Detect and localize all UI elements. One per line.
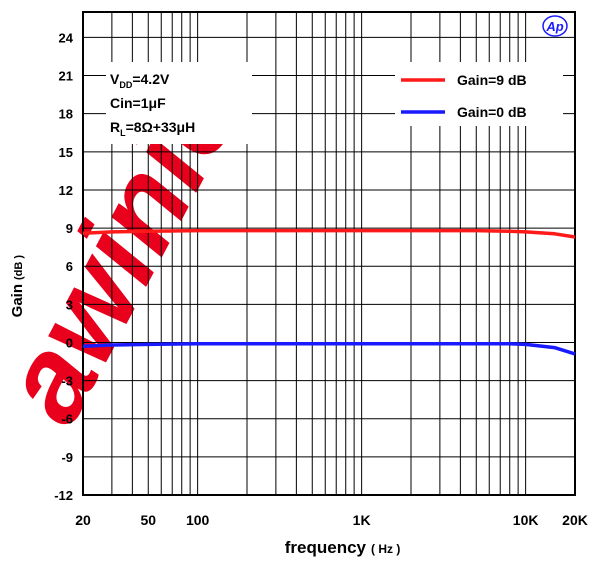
y-tick-label: 0 xyxy=(66,335,73,350)
series-line xyxy=(82,341,576,356)
x-tick-label: 1K xyxy=(353,512,371,528)
y-tick-label: -6 xyxy=(61,412,73,427)
x-axis-label: frequency xyxy=(285,538,367,557)
y-tick-label: 3 xyxy=(66,297,73,312)
conditions-annotation: VDD=4.2V Cin=1μF RL=8Ω+33μH xyxy=(106,62,252,144)
y-axis-unit: (dB ) xyxy=(13,255,25,280)
x-axis-unit: ( Hz ) xyxy=(371,542,400,556)
series-layer xyxy=(82,228,576,356)
x-tick-label: 20K xyxy=(562,512,588,528)
legend: Gain=9 dB Gain=0 dB xyxy=(395,62,563,126)
y-tick-label: 18 xyxy=(59,107,73,122)
series-line xyxy=(82,228,576,239)
y-tick-label: 6 xyxy=(66,259,73,274)
x-tick-labels: 20 50 100 1K 10K 20K xyxy=(75,512,588,528)
y-tick-label: -12 xyxy=(54,488,73,503)
ap-logo: Ap xyxy=(542,15,568,37)
y-tick-label: 9 xyxy=(66,221,73,236)
y-tick-label: 21 xyxy=(59,69,73,84)
x-tick-label: 10K xyxy=(513,512,539,528)
legend-label: Gain=0 dB xyxy=(457,104,527,120)
legend-background xyxy=(395,62,563,126)
x-tick-label: 20 xyxy=(75,512,91,528)
ap-logo-ring xyxy=(542,15,568,37)
y-tick-label: -9 xyxy=(61,450,73,465)
y-tick-label: -3 xyxy=(61,374,73,389)
y-tick-label: 12 xyxy=(59,183,73,198)
x-tick-label: 100 xyxy=(186,512,210,528)
y-tick-labels: -12 -9 -6 -3 0 3 6 9 12 15 18 21 24 xyxy=(54,30,74,503)
ap-logo-text: Ap xyxy=(545,19,563,34)
x-tick-label: 50 xyxy=(140,512,156,528)
legend-label: Gain=9 dB xyxy=(457,72,527,88)
condition-line: RL=8Ω+33μH xyxy=(110,119,195,138)
condition-line: Cin=1μF xyxy=(110,95,166,111)
y-tick-label: 15 xyxy=(59,145,73,160)
y-axis-label: Gain xyxy=(9,284,26,317)
plot-frame xyxy=(82,11,576,496)
y-tick-label: 24 xyxy=(59,30,74,45)
conditions-background xyxy=(106,62,252,144)
condition-line: VDD=4.2V xyxy=(110,71,170,90)
